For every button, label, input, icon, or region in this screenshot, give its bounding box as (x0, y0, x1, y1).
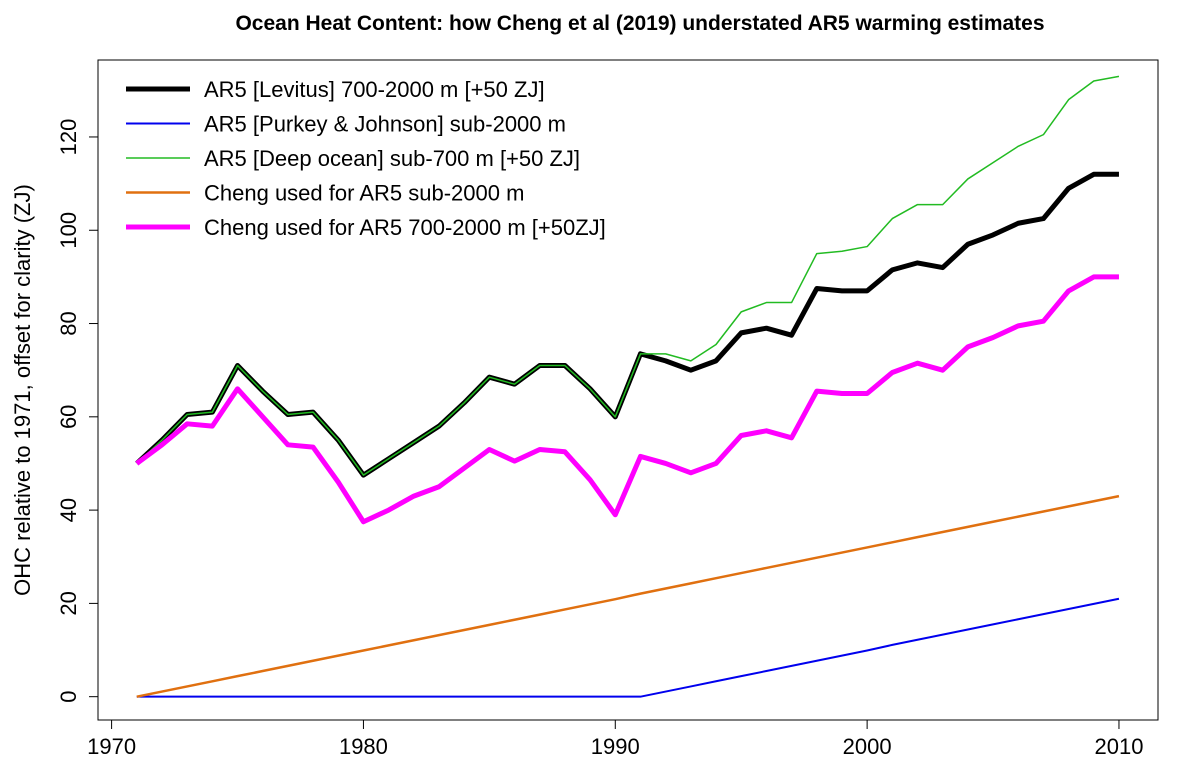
x-tick-label: 2010 (1094, 734, 1143, 759)
x-tick-label: 2000 (843, 734, 892, 759)
series-line (136, 597, 1120, 698)
y-tick-label: 0 (56, 691, 81, 703)
series-line (135, 274, 1119, 525)
y-tick-label: 120 (56, 119, 81, 156)
y-tick-label: 40 (56, 498, 81, 522)
legend-label: Cheng used for AR5 700-2000 m [+50ZJ] (204, 215, 606, 240)
x-tick-label: 1990 (591, 734, 640, 759)
legend-label: Cheng used for AR5 sub-2000 m (204, 181, 524, 206)
plot-frame (97, 59, 1159, 721)
legend-label: AR5 [Deep ocean] sub-700 m [+50 ZJ] (204, 146, 580, 171)
x-tick-label: 1970 (87, 734, 136, 759)
y-tick-label: 100 (56, 212, 81, 249)
x-tick-label: 1980 (339, 734, 388, 759)
y-tick-label: 20 (56, 591, 81, 615)
legend-label: AR5 [Levitus] 700-2000 m [+50 ZJ] (204, 77, 545, 102)
chart-title: Ocean Heat Content: how Cheng et al (201… (235, 12, 1044, 35)
legend-label: AR5 [Purkey & Johnson] sub-2000 m (204, 112, 566, 137)
y-tick-label: 80 (56, 311, 81, 335)
series-line (136, 494, 1120, 698)
y-axis-label: OHC relative to 1971, offset for clarity… (10, 184, 35, 596)
series-line (136, 75, 1120, 476)
y-tick-label: 60 (56, 405, 81, 429)
